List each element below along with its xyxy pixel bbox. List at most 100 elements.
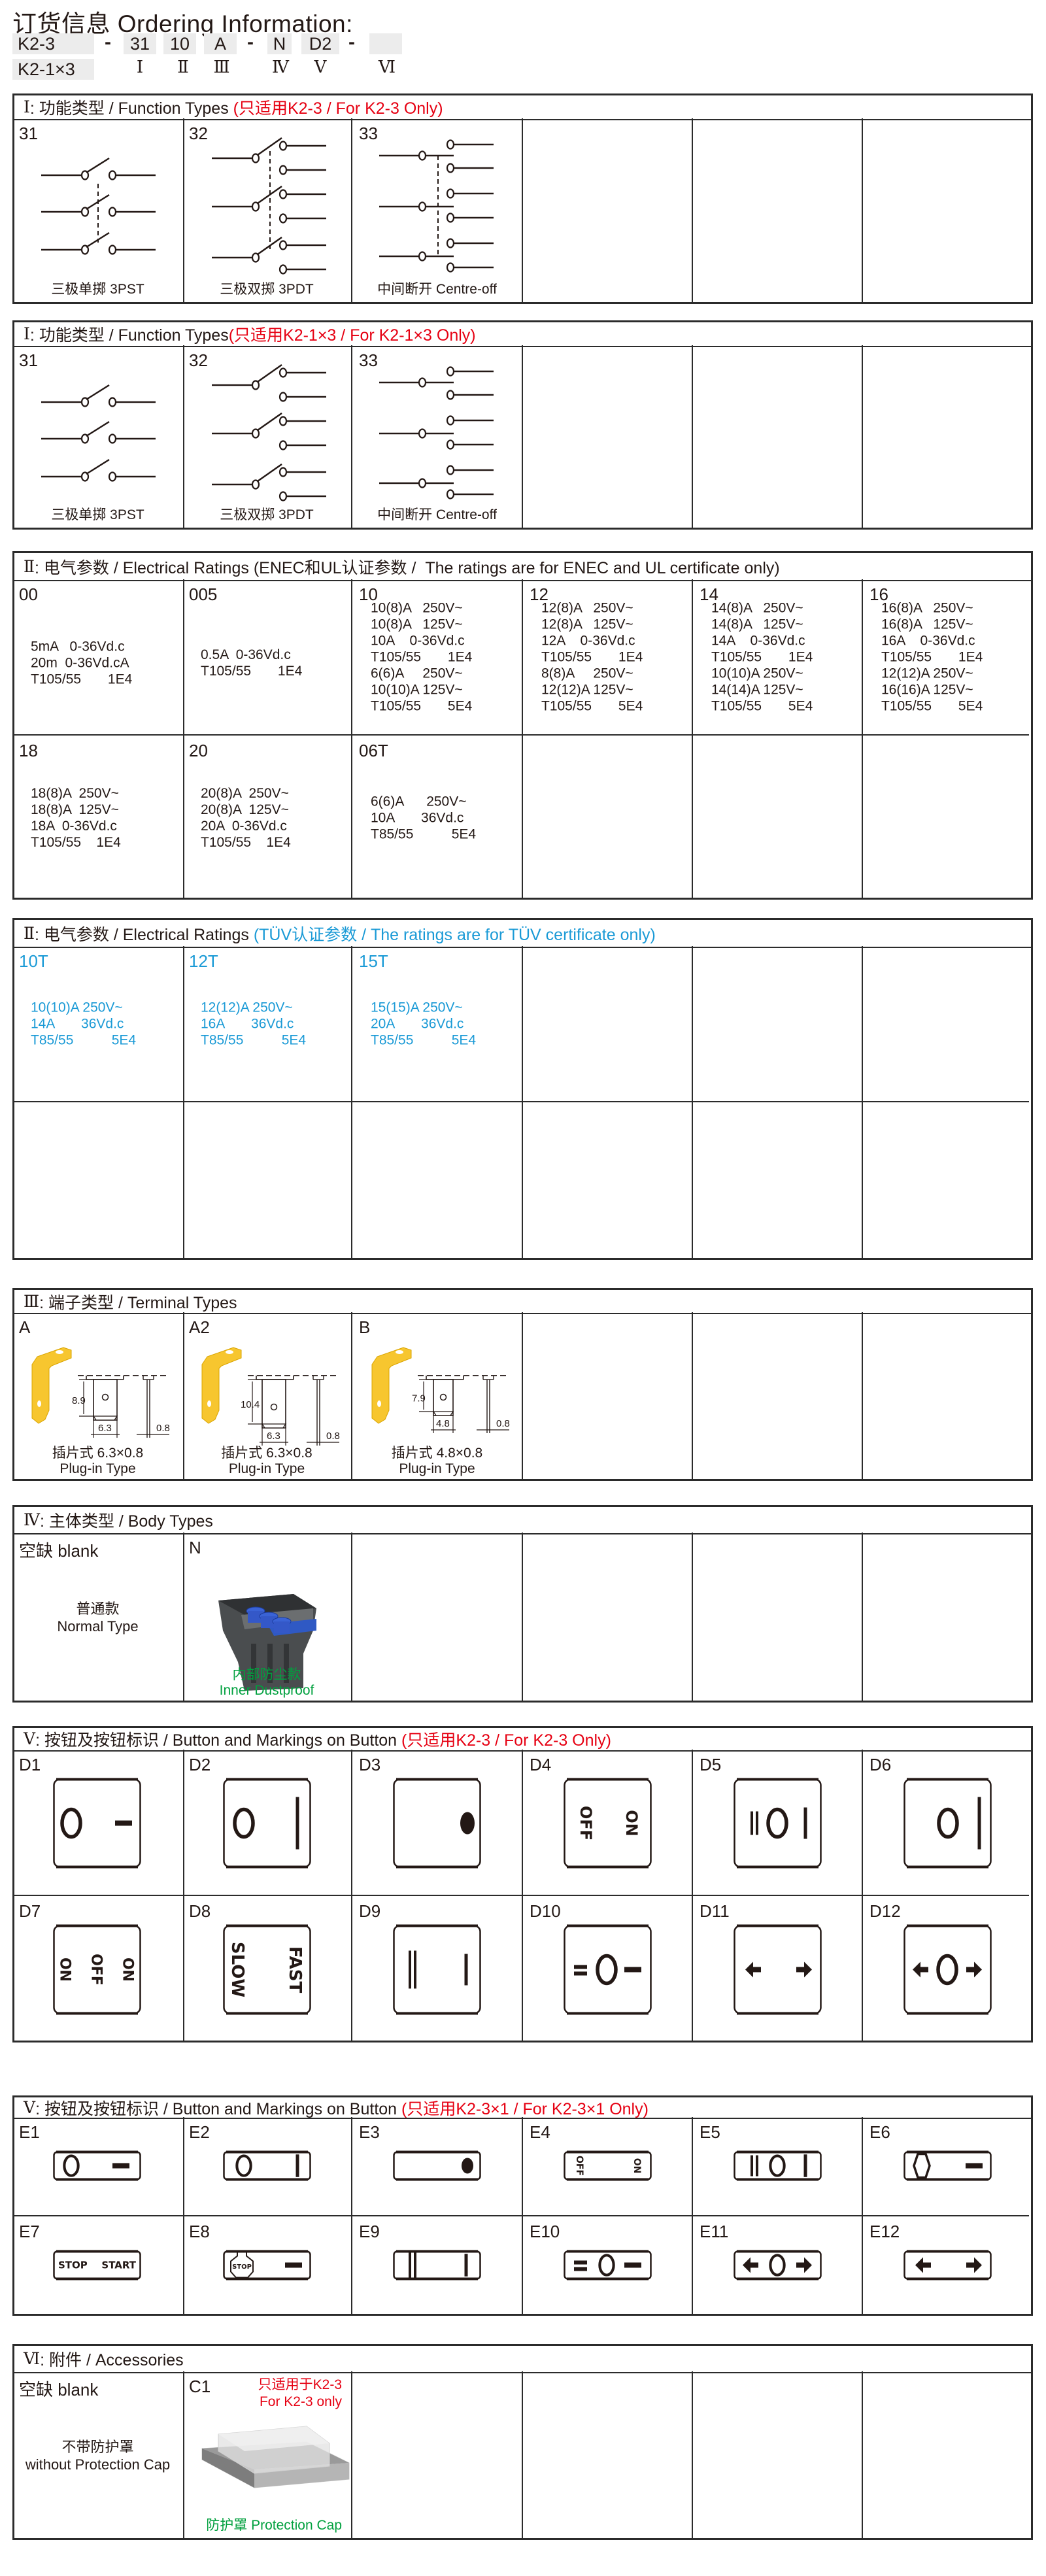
empty-cell [693, 345, 863, 530]
rating-line: 12(8)A 125V~ [541, 617, 633, 632]
rating-line: 10A 36Vd.c [371, 810, 464, 825]
marking-label: OFF [577, 1806, 595, 1840]
button-marking-drawing [734, 2250, 822, 2280]
caption-line: 中间断开 Centre-off [377, 507, 497, 522]
option-cell: D3 [352, 1750, 523, 1896]
contact-terminal-icon [418, 150, 427, 161]
section-header: Ⅵ: 附件 / Accessories [14, 2346, 1031, 2373]
contact-terminal-icon [278, 189, 288, 199]
double-bar-icon [756, 2155, 758, 2177]
rating-lines: 12(12)A 250V~ 16A 36Vd.c T85/55 5E4 [201, 999, 345, 1048]
order-code-roman-label: Ⅲ [213, 58, 230, 76]
rating-line: 20m 0-36Vd.cA [31, 655, 129, 671]
caption-line: 不带防护罩 [61, 2439, 134, 2455]
switch-diagram [379, 366, 494, 500]
option-cell: 32 三极双掷 3PDT [182, 118, 352, 304]
section-note: (只适用K2-1×3 / For K2-1×3 Only) [228, 326, 476, 345]
rocker-button-icon [393, 1924, 481, 2015]
width-dimension: 6.3 [98, 1423, 112, 1434]
empty-cell [352, 2371, 523, 2540]
option-cell: E1 [12, 2117, 184, 2216]
rating-lines: 15(15)A 250V~ 20A 36Vd.c T85/55 5E4 [371, 999, 515, 1048]
on-symbol-icon [977, 1797, 981, 1850]
empty-cell [523, 1102, 693, 1260]
option-cell: 005 0.5A 0-36Vd.c T105/55 1E4 [182, 579, 352, 736]
rocker-button-icon [53, 2150, 141, 2181]
option-cell: 空缺 blank 普通款 Normal Type [12, 1533, 184, 1703]
on-symbol-icon [803, 1807, 807, 1839]
option-cell: D1 [12, 1750, 184, 1896]
empty-cell [182, 1102, 352, 1260]
rocker-button-icon [564, 1924, 652, 2015]
double-bar-icon [751, 1811, 753, 1835]
terminal-drawing: 10.4 6.3 0.8 [201, 1347, 340, 1446]
wire-line [257, 463, 282, 483]
contact-terminal-icon [108, 170, 117, 180]
option-cell: E10 [523, 2216, 693, 2316]
equals-symbol-icon [574, 1971, 587, 1976]
rating-line: T105/55 1E4 [201, 663, 303, 679]
button-marking-drawing: STOP [223, 2250, 311, 2280]
empty-cell [523, 736, 693, 900]
option-code: 15T [359, 951, 388, 971]
marking-label: FAST [285, 1946, 305, 1993]
order-code-part: A [204, 33, 237, 54]
section-header: Ⅴ: 按钮及按钮标识 / Button and Markings on Butt… [14, 1728, 1031, 1752]
option-code: E2 [189, 2122, 210, 2142]
button-marking-drawing [903, 1924, 992, 2015]
rating-line: 12(8)A 250V~ [541, 600, 633, 615]
section-note: (ENEC和UL认证参数 / The ratings are for ENEC … [253, 558, 780, 577]
width-dimension: 6.3 [267, 1431, 280, 1442]
arrow-right-icon [966, 2257, 982, 2273]
option-cell: 32 三极双掷 3PDT [182, 345, 352, 530]
contact-terminal-icon [446, 390, 455, 400]
order-code-separator: - [247, 31, 254, 53]
empty-cell [693, 1312, 863, 1481]
off-symbol-icon [60, 1807, 82, 1839]
contact-terminal-icon [418, 428, 427, 439]
rating-line: 10(8)A 250V~ [371, 600, 463, 615]
terminal-hole [377, 1400, 381, 1407]
height-dimension: 7.9 [412, 1393, 426, 1404]
rating-lines: 10(8)A 250V~ 10(8)A 125V~ 10A 0-36Vd.c T105… [371, 600, 515, 714]
dash-symbol-icon [624, 2262, 641, 2268]
rating-lines: 6(6)A 250V~ 10A 36Vd.c T85/55 5E4 [371, 793, 515, 842]
contact-terminal-icon [251, 380, 260, 390]
empty-cell [693, 736, 863, 900]
caption-line: Plug-in Type [228, 1461, 305, 1476]
option-cell: SLOW FAST D8 [182, 1896, 352, 2042]
double-bar-icon [409, 2250, 411, 2280]
section-roman-numeral: Ⅱ [24, 924, 35, 943]
rating-line: 6(6)A 250V~ [371, 666, 463, 681]
contact-terminal-icon [108, 433, 117, 444]
contact-terminal-icon [251, 479, 260, 490]
section-table: Ⅱ: 电气参数 / Electrical Ratings (ENEC和UL认证参… [12, 551, 1033, 900]
double-bar-icon [756, 1811, 758, 1835]
contact-terminal-icon [278, 141, 288, 151]
on-symbol-icon [295, 1797, 299, 1850]
button-marking-drawing [393, 1778, 481, 1869]
rating-lines: 18(8)A 250V~ 18(8)A 125V~ 18A 0-36Vd.c T105… [31, 785, 177, 851]
option-illustration [201, 2426, 350, 2488]
option-cell: ON OFF ON D7 [12, 1896, 184, 2042]
series-code-box: K2-3 [12, 33, 94, 54]
section-table: Ⅰ: 功能类型 / Function Types (只适用K2-1×3 / For… [12, 320, 1033, 530]
option-code: 12 [530, 585, 548, 604]
contact-terminal-icon [278, 165, 288, 175]
rocker-button-icon: OFF ON [564, 2150, 652, 2181]
rocker-button-icon [734, 1778, 822, 1869]
rocker-button-icon [393, 1778, 481, 1869]
contact-terminal-icon [251, 201, 260, 212]
option-code: E12 [869, 2222, 900, 2241]
switch-diagram [41, 157, 156, 255]
contact-terminal-icon [446, 366, 455, 377]
option-caption: 插片式 6.3×0.8 Plug-in Type [182, 1446, 351, 1477]
arrow-left-icon [745, 1961, 761, 1978]
button-marking-drawing [564, 1924, 652, 2015]
arrow-left-icon [743, 2257, 758, 2273]
rocker-button-icon [734, 2150, 822, 2181]
section-title: : 电气参数 / Electrical Ratings [35, 558, 254, 577]
option-cell: D5 [693, 1750, 863, 1896]
button-marking-drawing [393, 1924, 481, 2015]
section-title: : 功能类型 / Function Types [29, 99, 233, 118]
